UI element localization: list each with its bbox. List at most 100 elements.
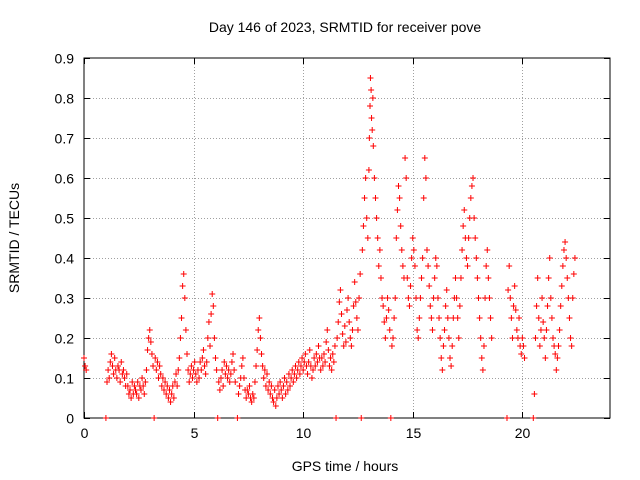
data-point bbox=[142, 379, 149, 385]
data-point bbox=[381, 319, 388, 325]
x-tick-label: 10 bbox=[296, 425, 312, 441]
data-point bbox=[438, 355, 445, 361]
data-point bbox=[327, 355, 334, 361]
data-point bbox=[282, 391, 289, 397]
data-point bbox=[279, 395, 286, 401]
data-point bbox=[110, 371, 117, 377]
data-point bbox=[356, 295, 363, 301]
data-point bbox=[548, 315, 555, 321]
data-point bbox=[296, 371, 303, 377]
data-point bbox=[537, 327, 544, 333]
data-point bbox=[235, 391, 242, 397]
data-point bbox=[442, 303, 449, 309]
data-point bbox=[383, 315, 390, 321]
data-point bbox=[144, 347, 151, 353]
data-point bbox=[167, 399, 174, 405]
data-point bbox=[532, 335, 539, 341]
data-point bbox=[432, 255, 439, 261]
data-point bbox=[395, 183, 402, 189]
y-tick-label: 0.3 bbox=[55, 291, 75, 307]
data-point bbox=[162, 379, 169, 385]
data-point bbox=[174, 383, 181, 389]
data-point bbox=[406, 303, 413, 309]
data-point bbox=[283, 379, 290, 385]
data-point bbox=[191, 359, 198, 365]
data-point bbox=[329, 351, 336, 357]
data-point bbox=[559, 263, 566, 269]
data-point bbox=[278, 387, 285, 393]
data-point bbox=[220, 383, 227, 389]
data-point bbox=[219, 367, 226, 373]
data-point bbox=[255, 327, 262, 333]
data-point bbox=[170, 395, 177, 401]
data-point bbox=[331, 343, 338, 349]
data-point bbox=[257, 335, 264, 341]
data-point bbox=[293, 375, 300, 381]
data-point bbox=[560, 247, 567, 253]
data-point bbox=[510, 303, 517, 309]
data-point bbox=[312, 363, 319, 369]
data-point bbox=[326, 363, 333, 369]
data-point bbox=[360, 223, 367, 229]
data-point bbox=[285, 371, 292, 377]
data-point bbox=[319, 363, 326, 369]
data-point bbox=[455, 335, 462, 341]
data-point bbox=[417, 295, 424, 301]
data-point bbox=[487, 315, 494, 321]
data-point bbox=[173, 371, 180, 377]
data-point bbox=[427, 303, 434, 309]
data-point bbox=[215, 379, 222, 385]
data-point bbox=[390, 335, 397, 341]
data-point bbox=[474, 275, 481, 281]
data-point bbox=[83, 367, 90, 373]
data-point bbox=[357, 271, 364, 277]
data-point bbox=[254, 347, 261, 353]
data-point bbox=[552, 351, 559, 357]
data-point bbox=[437, 335, 444, 341]
data-point bbox=[507, 295, 514, 301]
data-point bbox=[391, 315, 398, 321]
data-point bbox=[459, 247, 466, 253]
data-point bbox=[416, 315, 423, 321]
data-point bbox=[310, 367, 317, 373]
y-tick-label: 0.9 bbox=[55, 51, 75, 67]
data-point bbox=[485, 275, 492, 281]
data-point bbox=[441, 327, 448, 333]
data-point bbox=[375, 263, 382, 269]
data-point bbox=[295, 359, 302, 365]
data-point bbox=[468, 183, 475, 189]
data-point bbox=[337, 287, 344, 293]
data-point bbox=[461, 207, 468, 213]
data-point bbox=[200, 347, 207, 353]
data-point bbox=[544, 303, 551, 309]
data-point bbox=[550, 335, 557, 341]
data-point bbox=[139, 375, 146, 381]
data-points bbox=[81, 75, 578, 421]
data-point bbox=[467, 195, 474, 201]
data-point bbox=[234, 415, 241, 421]
data-point bbox=[423, 247, 430, 253]
data-point bbox=[128, 395, 135, 401]
data-point bbox=[518, 351, 525, 357]
data-point bbox=[366, 135, 373, 141]
data-point bbox=[272, 403, 279, 409]
data-point bbox=[342, 339, 349, 345]
data-point bbox=[199, 355, 206, 361]
data-point bbox=[519, 335, 526, 341]
data-point bbox=[238, 363, 245, 369]
data-point bbox=[151, 415, 158, 421]
y-tick-label: 0.4 bbox=[55, 251, 75, 267]
data-point bbox=[306, 347, 313, 353]
data-point bbox=[202, 371, 209, 377]
data-point bbox=[159, 375, 166, 381]
data-point bbox=[81, 355, 87, 361]
data-point bbox=[308, 375, 315, 381]
data-point bbox=[488, 335, 495, 341]
data-point bbox=[300, 367, 307, 373]
data-point bbox=[373, 215, 380, 221]
data-point bbox=[464, 263, 471, 269]
data-point bbox=[425, 263, 432, 269]
data-point bbox=[347, 335, 354, 341]
data-point bbox=[516, 315, 523, 321]
